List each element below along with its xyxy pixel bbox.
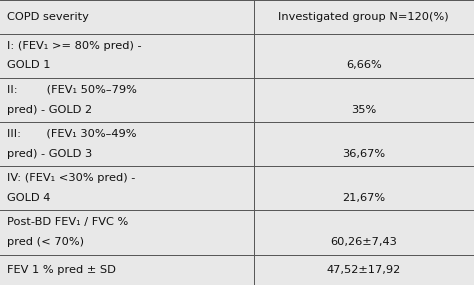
- Text: 47,52±17,92: 47,52±17,92: [327, 265, 401, 275]
- Text: pred (< 70%): pred (< 70%): [7, 237, 84, 247]
- Text: Investigated group N=120(%): Investigated group N=120(%): [279, 12, 449, 22]
- Text: 6,66%: 6,66%: [346, 60, 382, 70]
- Text: 35%: 35%: [351, 105, 376, 115]
- Text: 36,67%: 36,67%: [342, 149, 385, 159]
- Text: COPD severity: COPD severity: [7, 12, 89, 22]
- Text: IV: (FEV₁ <30% pred) -: IV: (FEV₁ <30% pred) -: [7, 173, 136, 183]
- Text: FEV 1 % pred ± SD: FEV 1 % pred ± SD: [7, 265, 116, 275]
- Text: pred) - GOLD 2: pred) - GOLD 2: [7, 105, 92, 115]
- Text: 60,26±7,43: 60,26±7,43: [330, 237, 397, 247]
- Text: I: (FEV₁ >= 80% pred) -: I: (FEV₁ >= 80% pred) -: [7, 40, 142, 50]
- Text: 21,67%: 21,67%: [342, 193, 385, 203]
- Text: pred) - GOLD 3: pred) - GOLD 3: [7, 149, 92, 159]
- Text: III:       (FEV₁ 30%–49%: III: (FEV₁ 30%–49%: [7, 129, 137, 139]
- Text: II:        (FEV₁ 50%–79%: II: (FEV₁ 50%–79%: [7, 85, 137, 95]
- Text: GOLD 4: GOLD 4: [7, 193, 51, 203]
- Text: GOLD 1: GOLD 1: [7, 60, 51, 70]
- Text: Post-BD FEV₁ / FVC %: Post-BD FEV₁ / FVC %: [7, 217, 128, 227]
